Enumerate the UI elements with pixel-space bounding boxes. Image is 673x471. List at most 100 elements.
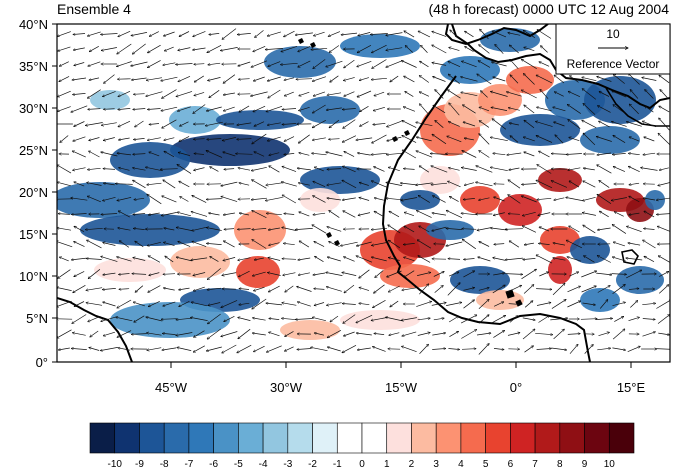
wind-vector <box>164 137 175 141</box>
wind-vector <box>626 122 642 127</box>
anomaly-contour-region <box>62 98 78 126</box>
wind-vector <box>314 333 324 336</box>
wind-vector <box>447 136 462 143</box>
wind-vector <box>268 258 281 261</box>
colorbar-label: 1 <box>384 459 390 470</box>
wind-vector <box>59 61 69 67</box>
wind-vector <box>58 347 70 350</box>
wind-vector <box>313 59 326 68</box>
wind-vector <box>207 313 221 324</box>
wind-vector <box>118 228 131 231</box>
wind-vector <box>478 257 491 262</box>
wind-vector <box>298 134 310 143</box>
wind-vector <box>148 300 160 306</box>
wind-vector <box>89 45 99 51</box>
wind-vector <box>269 242 280 246</box>
wind-vector <box>537 30 552 39</box>
wind-vector <box>476 166 493 173</box>
wind-vector <box>148 212 160 215</box>
colorbar-swatch <box>435 422 462 454</box>
wind-vector <box>599 92 610 97</box>
wind-vector <box>71 257 87 260</box>
wind-vector <box>205 121 223 126</box>
wind-vector <box>103 272 116 275</box>
wind-vector <box>327 329 342 337</box>
wind-vector <box>595 318 612 319</box>
wind-vector <box>266 213 282 216</box>
wind-vector <box>117 43 132 54</box>
colorbar-swatch <box>510 422 536 454</box>
wind-vector <box>193 345 205 352</box>
wind-vector <box>265 196 283 200</box>
wind-vector <box>462 151 477 158</box>
wind-vector <box>493 258 506 261</box>
wind-vector <box>342 272 357 276</box>
wind-vector <box>179 181 190 188</box>
wind-vector <box>658 133 670 146</box>
wind-vector <box>164 46 174 51</box>
wind-vector <box>327 347 341 352</box>
wind-vector <box>626 258 643 261</box>
wind-vector <box>536 303 551 306</box>
wind-vector <box>193 47 206 50</box>
wind-vector <box>176 91 193 96</box>
colorbar-label: -7 <box>184 459 193 470</box>
anomaly-contour-region <box>300 96 360 124</box>
wind-vector <box>87 167 101 169</box>
canary-islands <box>392 130 410 142</box>
wind-vector <box>628 317 640 322</box>
wind-vector <box>491 62 507 67</box>
wind-vector <box>523 74 535 85</box>
wind-vector <box>85 227 103 229</box>
wind-vector <box>390 75 399 82</box>
wind-vector <box>237 139 252 140</box>
wind-vector <box>326 60 343 67</box>
wind-vector <box>118 120 131 127</box>
wind-vector <box>254 121 265 127</box>
wind-vector <box>88 109 101 110</box>
wind-vector <box>327 169 342 170</box>
wind-vector <box>524 120 535 129</box>
wind-vector <box>417 272 431 276</box>
wind-vector <box>566 154 582 155</box>
anomaly-contour-region <box>340 310 420 330</box>
wind-vector <box>282 124 297 125</box>
wind-vector <box>446 302 462 306</box>
wind-vector <box>599 180 610 188</box>
wind-vector <box>312 225 327 234</box>
wind-vector <box>57 90 71 97</box>
wind-vector <box>117 257 132 262</box>
wind-vector <box>116 61 132 67</box>
wind-vector <box>71 214 87 215</box>
wind-vector <box>461 168 477 171</box>
wind-vector <box>493 273 505 276</box>
wind-vector <box>465 31 474 38</box>
wind-vector <box>521 59 537 69</box>
wind-vector <box>642 78 657 81</box>
wind-vector <box>432 213 447 216</box>
wind-vector <box>479 151 490 158</box>
wind-vector <box>313 31 325 36</box>
wind-vector <box>583 225 596 234</box>
wind-vector <box>629 212 640 215</box>
wind-vector <box>508 214 520 215</box>
wind-vector <box>612 329 625 340</box>
wind-vector <box>446 228 463 229</box>
wind-vector <box>480 29 489 40</box>
wind-vector <box>71 198 88 201</box>
wind-vector <box>551 181 568 188</box>
wind-vector <box>329 241 340 247</box>
wind-vector <box>476 333 491 336</box>
wind-vector <box>90 330 99 337</box>
wind-vector <box>628 243 641 246</box>
anomaly-contour-region <box>110 142 190 178</box>
wind-vector <box>133 214 146 215</box>
wind-vector <box>657 314 670 324</box>
wind-vector <box>314 302 325 306</box>
wind-vector <box>506 92 522 97</box>
wind-vector <box>327 92 342 95</box>
wind-vector <box>267 122 281 125</box>
wind-vector <box>313 181 326 188</box>
wind-vector <box>253 45 266 51</box>
wind-vector <box>404 212 415 217</box>
